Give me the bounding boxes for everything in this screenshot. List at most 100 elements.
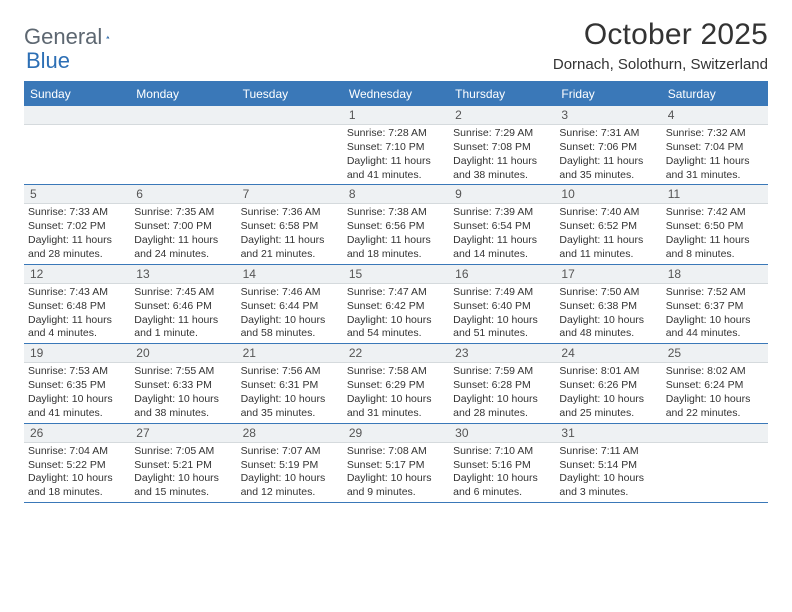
sunset-text: Sunset: 6:54 PM xyxy=(453,220,551,234)
sunrise-text: Sunrise: 7:53 AM xyxy=(28,365,126,379)
day-cell: Sunrise: 7:45 AMSunset: 6:46 PMDaylight:… xyxy=(130,284,236,343)
day-number: 13 xyxy=(130,265,236,283)
day-cell: Sunrise: 7:52 AMSunset: 6:37 PMDaylight:… xyxy=(662,284,768,343)
day-number: 20 xyxy=(130,344,236,362)
day-number: 31 xyxy=(555,424,661,442)
day-cell: Sunrise: 7:59 AMSunset: 6:28 PMDaylight:… xyxy=(449,363,555,422)
daylight-text: Daylight: 11 hours and 1 minute. xyxy=(134,314,232,342)
sunrise-text: Sunrise: 7:36 AM xyxy=(241,206,339,220)
week-row: Sunrise: 7:04 AMSunset: 5:22 PMDaylight:… xyxy=(24,443,768,502)
daylight-text: Daylight: 10 hours and 12 minutes. xyxy=(241,472,339,500)
daylight-text: Daylight: 10 hours and 51 minutes. xyxy=(453,314,551,342)
dow-saturday: Saturday xyxy=(662,83,768,106)
sunrise-text: Sunrise: 7:08 AM xyxy=(347,445,445,459)
daylight-text: Daylight: 11 hours and 8 minutes. xyxy=(666,234,764,262)
week-row: Sunrise: 7:28 AMSunset: 7:10 PMDaylight:… xyxy=(24,125,768,184)
sunrise-text: Sunrise: 7:07 AM xyxy=(241,445,339,459)
daylight-text: Daylight: 11 hours and 31 minutes. xyxy=(666,155,764,183)
sunrise-text: Sunrise: 8:01 AM xyxy=(559,365,657,379)
sunrise-text: Sunrise: 7:05 AM xyxy=(134,445,232,459)
day-number: 27 xyxy=(130,424,236,442)
day-cell xyxy=(130,125,236,184)
sunset-text: Sunset: 6:28 PM xyxy=(453,379,551,393)
sunrise-text: Sunrise: 7:46 AM xyxy=(241,286,339,300)
sunrise-text: Sunrise: 7:50 AM xyxy=(559,286,657,300)
daylight-text: Daylight: 10 hours and 48 minutes. xyxy=(559,314,657,342)
daylight-text: Daylight: 10 hours and 28 minutes. xyxy=(453,393,551,421)
daylight-text: Daylight: 11 hours and 18 minutes. xyxy=(347,234,445,262)
week: 567891011Sunrise: 7:33 AMSunset: 7:02 PM… xyxy=(24,185,768,264)
day-cell: Sunrise: 7:38 AMSunset: 6:56 PMDaylight:… xyxy=(343,204,449,263)
day-cell: Sunrise: 7:36 AMSunset: 6:58 PMDaylight:… xyxy=(237,204,343,263)
day-number: 6 xyxy=(130,185,236,203)
brand-sail-icon xyxy=(106,27,110,47)
daylight-text: Daylight: 10 hours and 15 minutes. xyxy=(134,472,232,500)
sunrise-text: Sunrise: 7:29 AM xyxy=(453,127,551,141)
day-cell: Sunrise: 7:28 AMSunset: 7:10 PMDaylight:… xyxy=(343,125,449,184)
day-number: 16 xyxy=(449,265,555,283)
sunset-text: Sunset: 6:38 PM xyxy=(559,300,657,314)
daynum-row: 262728293031 xyxy=(24,424,768,443)
daylight-text: Daylight: 11 hours and 21 minutes. xyxy=(241,234,339,262)
day-cell: Sunrise: 7:04 AMSunset: 5:22 PMDaylight:… xyxy=(24,443,130,502)
day-number: 29 xyxy=(343,424,449,442)
day-number: 19 xyxy=(24,344,130,362)
daylight-text: Daylight: 11 hours and 24 minutes. xyxy=(134,234,232,262)
daylight-text: Daylight: 11 hours and 14 minutes. xyxy=(453,234,551,262)
daynum-row: 1234 xyxy=(24,106,768,125)
dow-friday: Friday xyxy=(555,83,661,106)
day-cell: Sunrise: 7:39 AMSunset: 6:54 PMDaylight:… xyxy=(449,204,555,263)
day-number: 17 xyxy=(555,265,661,283)
day-cell: Sunrise: 7:10 AMSunset: 5:16 PMDaylight:… xyxy=(449,443,555,502)
daylight-text: Daylight: 10 hours and 31 minutes. xyxy=(347,393,445,421)
weeks-container: 1234Sunrise: 7:28 AMSunset: 7:10 PMDayli… xyxy=(24,106,768,503)
day-number: 7 xyxy=(237,185,343,203)
day-cell: Sunrise: 7:33 AMSunset: 7:02 PMDaylight:… xyxy=(24,204,130,263)
sunset-text: Sunset: 7:00 PM xyxy=(134,220,232,234)
day-number: 23 xyxy=(449,344,555,362)
sunset-text: Sunset: 6:29 PM xyxy=(347,379,445,393)
sunset-text: Sunset: 6:24 PM xyxy=(666,379,764,393)
sunrise-text: Sunrise: 7:58 AM xyxy=(347,365,445,379)
day-number xyxy=(130,106,236,124)
sunset-text: Sunset: 6:37 PM xyxy=(666,300,764,314)
sunrise-text: Sunrise: 7:40 AM xyxy=(559,206,657,220)
sunset-text: Sunset: 6:31 PM xyxy=(241,379,339,393)
day-cell: Sunrise: 7:47 AMSunset: 6:42 PMDaylight:… xyxy=(343,284,449,343)
sunrise-text: Sunrise: 7:55 AM xyxy=(134,365,232,379)
sunset-text: Sunset: 6:56 PM xyxy=(347,220,445,234)
day-cell: Sunrise: 7:58 AMSunset: 6:29 PMDaylight:… xyxy=(343,363,449,422)
daylight-text: Daylight: 10 hours and 25 minutes. xyxy=(559,393,657,421)
day-number: 14 xyxy=(237,265,343,283)
day-cell: Sunrise: 7:32 AMSunset: 7:04 PMDaylight:… xyxy=(662,125,768,184)
sunrise-text: Sunrise: 7:38 AM xyxy=(347,206,445,220)
day-number: 3 xyxy=(555,106,661,124)
week-row: Sunrise: 7:53 AMSunset: 6:35 PMDaylight:… xyxy=(24,363,768,422)
day-cell: Sunrise: 7:49 AMSunset: 6:40 PMDaylight:… xyxy=(449,284,555,343)
day-number: 4 xyxy=(662,106,768,124)
day-number: 5 xyxy=(24,185,130,203)
daylight-text: Daylight: 10 hours and 41 minutes. xyxy=(28,393,126,421)
daylight-text: Daylight: 10 hours and 35 minutes. xyxy=(241,393,339,421)
day-number: 11 xyxy=(662,185,768,203)
sunrise-text: Sunrise: 7:49 AM xyxy=(453,286,551,300)
day-cell: Sunrise: 7:46 AMSunset: 6:44 PMDaylight:… xyxy=(237,284,343,343)
day-cell: Sunrise: 7:11 AMSunset: 5:14 PMDaylight:… xyxy=(555,443,661,502)
dow-monday: Monday xyxy=(130,83,236,106)
daylight-text: Daylight: 10 hours and 58 minutes. xyxy=(241,314,339,342)
daynum-row: 19202122232425 xyxy=(24,344,768,363)
day-cell: Sunrise: 7:29 AMSunset: 7:08 PMDaylight:… xyxy=(449,125,555,184)
week: 12131415161718Sunrise: 7:43 AMSunset: 6:… xyxy=(24,265,768,344)
day-number: 25 xyxy=(662,344,768,362)
daylight-text: Daylight: 11 hours and 11 minutes. xyxy=(559,234,657,262)
day-number: 26 xyxy=(24,424,130,442)
day-number: 8 xyxy=(343,185,449,203)
daylight-text: Daylight: 11 hours and 41 minutes. xyxy=(347,155,445,183)
day-number: 21 xyxy=(237,344,343,362)
day-number: 22 xyxy=(343,344,449,362)
sunset-text: Sunset: 6:26 PM xyxy=(559,379,657,393)
sunset-text: Sunset: 6:44 PM xyxy=(241,300,339,314)
week: 19202122232425Sunrise: 7:53 AMSunset: 6:… xyxy=(24,344,768,423)
day-cell xyxy=(24,125,130,184)
sunset-text: Sunset: 7:06 PM xyxy=(559,141,657,155)
